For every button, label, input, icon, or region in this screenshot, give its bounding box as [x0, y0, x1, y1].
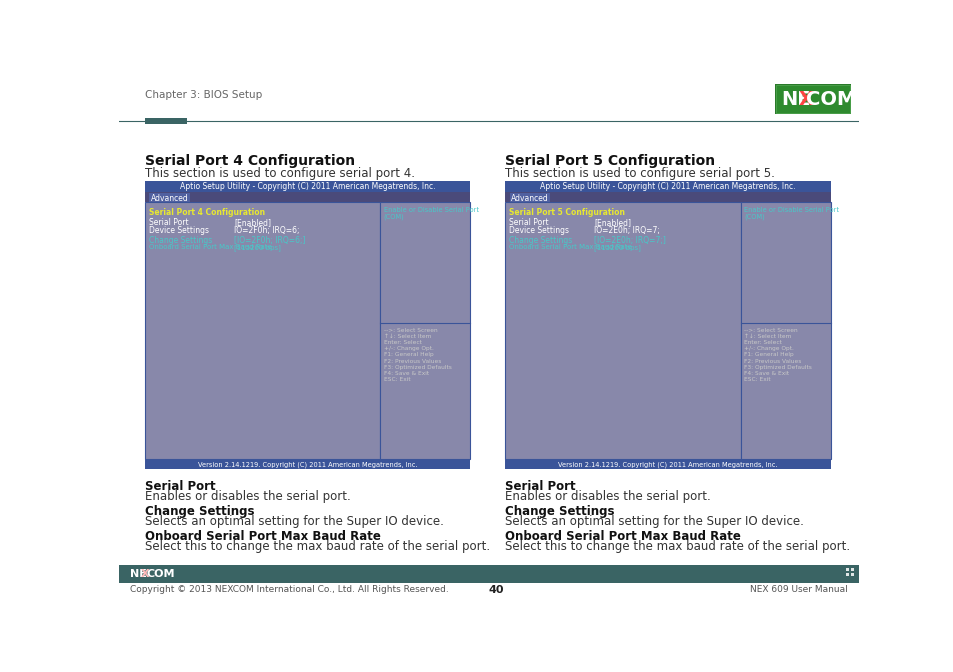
Text: Enter: Select: Enter: Select: [743, 340, 781, 345]
Text: F4: Save & Exit: F4: Save & Exit: [383, 371, 428, 376]
Text: X: X: [141, 569, 150, 579]
Text: F1: General Help: F1: General Help: [383, 352, 433, 358]
Bar: [774, 85, 850, 114]
Bar: [380, 202, 470, 460]
Text: (COM): (COM): [743, 214, 764, 220]
Text: Selects an optimal setting for the Super IO device.: Selects an optimal setting for the Super…: [145, 515, 443, 528]
Text: F2: Previous Values: F2: Previous Values: [383, 359, 440, 364]
Text: Chapter 3: BIOS Setup: Chapter 3: BIOS Setup: [145, 90, 262, 100]
Text: (COM): (COM): [383, 214, 404, 220]
Bar: [505, 202, 740, 460]
Text: IO=2F0h; IRQ=6;: IO=2F0h; IRQ=6;: [233, 226, 299, 235]
Text: Change Settings: Change Settings: [509, 236, 572, 245]
Text: Aptio Setup Utility - Copyright (C) 2011 American Megatrends, Inc.: Aptio Setup Utility - Copyright (C) 2011…: [539, 182, 795, 191]
Text: Onboard Serial Port Max Baud Rate: Onboard Serial Port Max Baud Rate: [505, 530, 740, 544]
Text: [115200 bps]: [115200 bps]: [233, 244, 280, 251]
Bar: [850, 568, 853, 571]
Bar: [150, 193, 190, 202]
Text: X: X: [798, 89, 812, 109]
Text: [115200 bps]: [115200 bps]: [594, 244, 640, 251]
Text: Onboard Serial Port Max Baud Rate: Onboard Serial Port Max Baud Rate: [145, 530, 380, 544]
Text: -->: Select Screen: -->: Select Screen: [383, 328, 436, 333]
Bar: [119, 565, 858, 583]
Text: F1: General Help: F1: General Help: [743, 352, 793, 358]
Text: Change Settings: Change Settings: [505, 505, 614, 518]
Text: Serial Port: Serial Port: [149, 218, 188, 227]
Bar: [509, 193, 550, 202]
Text: Onboard Serial Port Max Baud Rate: Onboard Serial Port Max Baud Rate: [509, 244, 631, 250]
Text: Serial Port: Serial Port: [145, 480, 215, 493]
Text: ESC: Exit: ESC: Exit: [743, 377, 770, 382]
Text: Serial Port: Serial Port: [509, 218, 548, 227]
Text: Change Settings: Change Settings: [145, 505, 254, 518]
Text: NE: NE: [781, 89, 810, 109]
Text: [IO=2F0h; IRQ=6;]: [IO=2F0h; IRQ=6;]: [233, 236, 305, 245]
Text: ESC: Exit: ESC: Exit: [383, 377, 410, 382]
Text: +/-: Change Opt.: +/-: Change Opt.: [743, 346, 793, 351]
Text: Enables or disables the serial port.: Enables or disables the serial port.: [505, 489, 710, 503]
Bar: [845, 573, 848, 576]
Bar: [505, 192, 830, 202]
Text: This section is used to configure serial port 5.: This section is used to configure serial…: [505, 167, 774, 180]
Text: Enables or disables the serial port.: Enables or disables the serial port.: [145, 489, 350, 503]
Text: Onboard Serial Port Max Baud Rate: Onboard Serial Port Max Baud Rate: [149, 244, 272, 250]
Text: F3: Optimized Defaults: F3: Optimized Defaults: [743, 365, 811, 370]
Text: Enable or Disable Serial Port: Enable or Disable Serial Port: [383, 207, 478, 213]
Text: +/-: Change Opt.: +/-: Change Opt.: [383, 346, 433, 351]
Text: [Enabled]: [Enabled]: [233, 218, 271, 227]
Text: F4: Save & Exit: F4: Save & Exit: [743, 371, 788, 376]
Text: Change Settings: Change Settings: [149, 236, 212, 245]
Text: Aptio Setup Utility - Copyright (C) 2011 American Megatrends, Inc.: Aptio Setup Utility - Copyright (C) 2011…: [179, 182, 435, 191]
Bar: [740, 202, 830, 460]
Text: COM: COM: [146, 569, 174, 579]
Bar: [145, 460, 470, 470]
Text: Serial Port: Serial Port: [505, 480, 576, 493]
Text: Copyright © 2013 NEXCOM International Co., Ltd. All Rights Reserved.: Copyright © 2013 NEXCOM International Co…: [130, 585, 448, 594]
Text: IO=2E0h; IRQ=7;: IO=2E0h; IRQ=7;: [594, 226, 659, 235]
Text: ↑↓: Select Item: ↑↓: Select Item: [383, 334, 431, 339]
Text: This section is used to configure serial port 4.: This section is used to configure serial…: [145, 167, 415, 180]
Text: Version 2.14.1219. Copyright (C) 2011 American Megatrends, Inc.: Version 2.14.1219. Copyright (C) 2011 Am…: [197, 461, 416, 468]
Bar: [850, 573, 853, 576]
Text: F3: Optimized Defaults: F3: Optimized Defaults: [383, 365, 451, 370]
Text: Serial Port 4 Configuration: Serial Port 4 Configuration: [145, 154, 355, 168]
Text: COM: COM: [805, 89, 856, 109]
Bar: [145, 192, 470, 202]
Text: Selects an optimal setting for the Super IO device.: Selects an optimal setting for the Super…: [505, 515, 803, 528]
Text: [Enabled]: [Enabled]: [594, 218, 631, 227]
Text: Select this to change the max baud rate of the serial port.: Select this to change the max baud rate …: [505, 540, 849, 553]
Bar: [145, 118, 187, 124]
Bar: [145, 181, 470, 192]
Text: Advanced: Advanced: [511, 194, 548, 202]
Text: NEX 609 User Manual: NEX 609 User Manual: [749, 585, 847, 594]
Text: Serial Port 5 Configuration: Serial Port 5 Configuration: [505, 154, 715, 168]
Text: [IO=2E0h; IRQ=7;]: [IO=2E0h; IRQ=7;]: [594, 236, 665, 245]
Text: Enter: Select: Enter: Select: [383, 340, 421, 345]
Bar: [505, 181, 830, 192]
Text: Device Settings: Device Settings: [149, 226, 209, 235]
Text: ↑↓: Select Item: ↑↓: Select Item: [743, 334, 790, 339]
Text: Serial Port 5 Configuration: Serial Port 5 Configuration: [509, 208, 624, 218]
Bar: [845, 568, 848, 571]
Text: -->: Select Screen: -->: Select Screen: [743, 328, 797, 333]
Bar: [505, 460, 830, 470]
Text: Device Settings: Device Settings: [509, 226, 569, 235]
Text: 40: 40: [488, 585, 504, 595]
Text: NE: NE: [130, 569, 147, 579]
Text: Advanced: Advanced: [151, 194, 189, 202]
Bar: [145, 202, 380, 460]
Text: Enable or Disable Serial Port: Enable or Disable Serial Port: [743, 207, 838, 213]
Text: Version 2.14.1219. Copyright (C) 2011 American Megatrends, Inc.: Version 2.14.1219. Copyright (C) 2011 Am…: [558, 461, 777, 468]
Bar: [775, 85, 849, 113]
Text: F2: Previous Values: F2: Previous Values: [743, 359, 801, 364]
Text: Select this to change the max baud rate of the serial port.: Select this to change the max baud rate …: [145, 540, 490, 553]
Text: Serial Port 4 Configuration: Serial Port 4 Configuration: [149, 208, 265, 218]
